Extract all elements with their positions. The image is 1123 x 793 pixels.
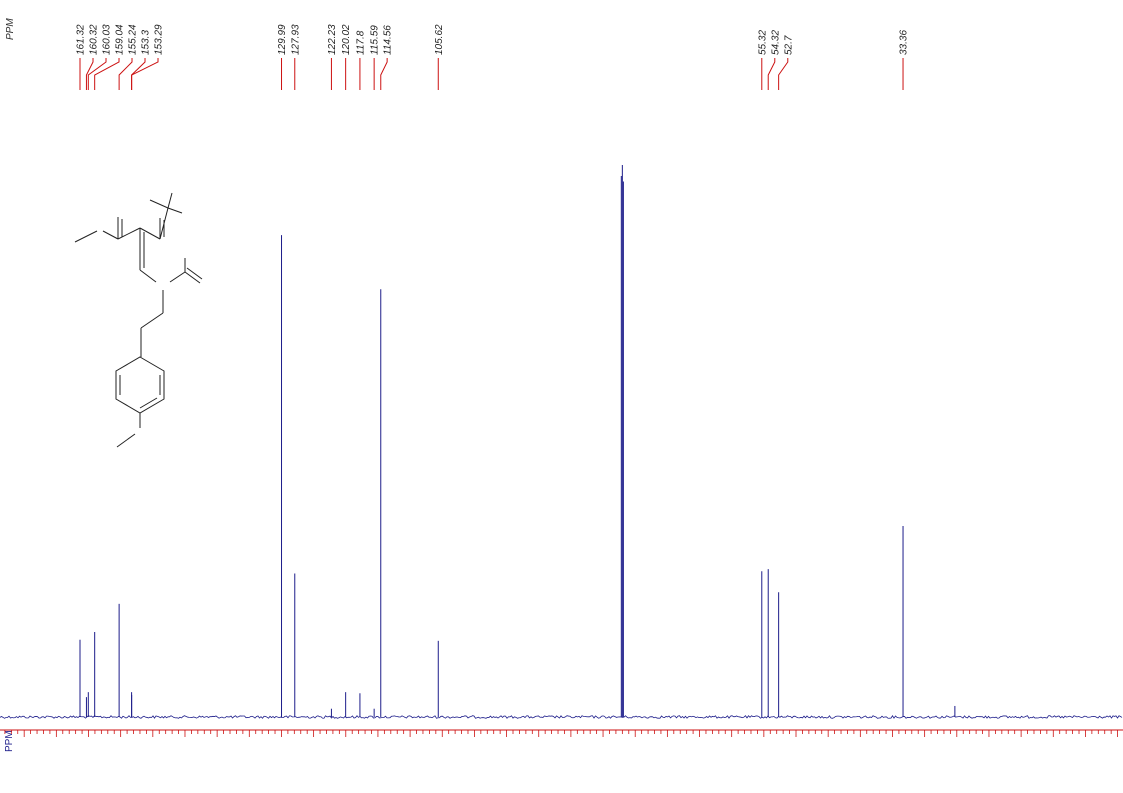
peak-label: 115.59 (370, 25, 381, 55)
peak-label: 129.99 (277, 24, 288, 55)
peak-label: 120.02 (341, 24, 352, 55)
peak-label: 159.04 (115, 24, 126, 55)
label-leader (87, 58, 107, 90)
peak-label: 155.24 (128, 24, 139, 55)
label-leader (94, 58, 120, 90)
label-leader (778, 58, 789, 90)
peak-label: 54.32 (770, 30, 781, 55)
peak-label: 52.7 (783, 35, 794, 55)
label-leader (131, 58, 159, 90)
peak-label: 160.32 (89, 24, 100, 55)
peak-label: 33.36 (899, 30, 910, 55)
peak-label: 160.03 (102, 24, 113, 55)
axis-label-bottom: PPM (4, 730, 15, 752)
peak-label: 114.56 (383, 25, 394, 55)
peak-label: 117.8 (355, 30, 366, 55)
baseline-noise (0, 714, 1123, 719)
peak-label: 161.32 (76, 24, 87, 55)
axis-label-top: PPM (5, 18, 16, 40)
peak-label: 153.29 (154, 24, 165, 55)
molecule (74, 192, 203, 448)
label-leader (767, 58, 776, 90)
peak-label: 55.32 (757, 30, 768, 55)
peak-label: 105.62 (434, 24, 445, 55)
peak-label: 153.3 (141, 30, 152, 55)
peak-label: 122.23 (327, 24, 338, 55)
label-leader (380, 58, 388, 90)
label-leader (85, 58, 94, 90)
label-leader (118, 58, 133, 90)
peak-label: 127.93 (290, 24, 301, 55)
